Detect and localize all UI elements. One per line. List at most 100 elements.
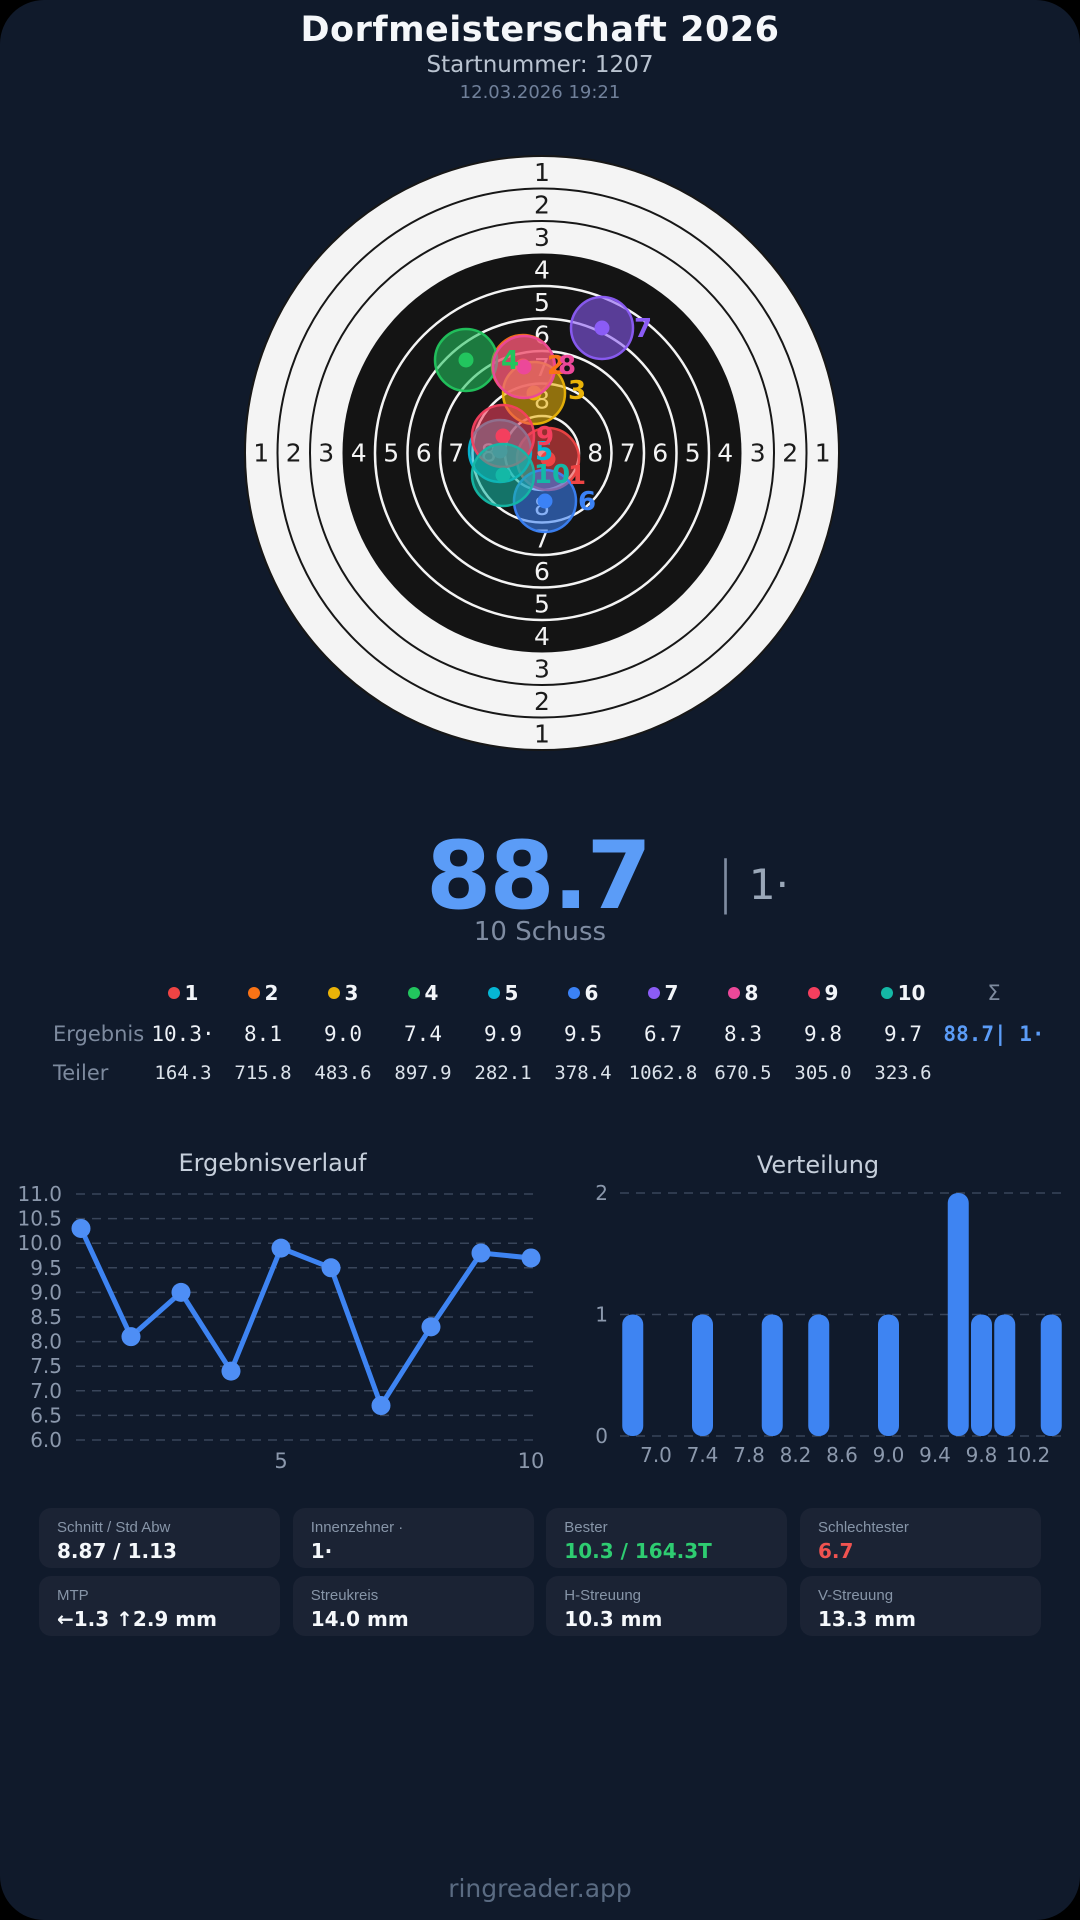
y-tick-label: 9.5 (30, 1256, 62, 1280)
stat-card-schnitt-std-abw: Schnitt / Std Abw 8.87 / 1.13 (39, 1508, 280, 1568)
teiler-value-9: 305.0 (794, 1062, 852, 1084)
histogram-title: Verteilung (756, 1151, 880, 1179)
shot-col-header-10: 10 (863, 981, 943, 1005)
result-value-7: 6.7 (644, 1022, 682, 1046)
stat-label: Schlechtester (818, 1519, 909, 1536)
result-point-1 (71, 1218, 91, 1238)
ring-number-5: 5 (534, 589, 550, 618)
shot-number: 2 (264, 981, 279, 1005)
result-point-3 (171, 1282, 191, 1302)
shot-number: 1 (184, 981, 199, 1005)
target-ring (244, 155, 840, 751)
result-point-8 (421, 1317, 441, 1337)
shot-number: 9 (824, 981, 839, 1005)
hist-bar-3 (761, 1314, 783, 1436)
shot-number: 10 (897, 981, 926, 1005)
page-title: Dorfmeisterschaft 2026 (300, 10, 780, 50)
ring-number-1: 1 (534, 719, 550, 748)
shot-dot-9 (495, 428, 511, 444)
stat-label: H-Streuung (564, 1587, 642, 1604)
hist-bar-6 (947, 1193, 969, 1436)
ring-number-5: 5 (685, 439, 701, 468)
ring-number-6: 6 (416, 439, 432, 468)
shot-col-header-5: 5 (463, 981, 543, 1005)
teiler-value-4: 897.9 (394, 1062, 452, 1084)
shot-dot-8 (516, 359, 532, 375)
hist-bar-1 (622, 1314, 644, 1436)
ring-number-2: 2 (782, 439, 798, 468)
ring-number-6: 6 (534, 557, 550, 586)
x-tick-label: 7.4 (687, 1443, 719, 1467)
x-tick-label: 10.2 (1006, 1443, 1051, 1467)
teiler-value-7: 1062.8 (628, 1062, 698, 1084)
inner-tens-group: | 1· (716, 850, 789, 916)
stat-value: 14.0 mm (310, 1607, 409, 1631)
ring-number-8: 8 (587, 439, 603, 468)
ring-number-1: 1 (253, 439, 269, 468)
result-value-5: 9.9 (484, 1022, 522, 1046)
ring-number-2: 2 (286, 439, 302, 468)
hist-bar-8 (994, 1314, 1016, 1436)
ring-number-2: 2 (534, 687, 550, 716)
start-number: Startnummer: 1207 (426, 52, 654, 78)
result-point-9 (471, 1243, 491, 1263)
result-point-7 (371, 1396, 391, 1416)
y-tick-label: 0 (595, 1424, 608, 1448)
stat-card-h-streuung: H-Streuung 10.3 mm (546, 1576, 788, 1636)
stat-value: 8.87 / 1.13 (57, 1539, 177, 1563)
shot-color-dot-6 (567, 987, 580, 999)
teiler-value-2: 715.8 (234, 1062, 292, 1084)
shot-dot-7 (594, 320, 610, 336)
result-line (78, 1225, 534, 1409)
x-tick-label: 9.4 (919, 1443, 951, 1467)
stat-label: Bester (564, 1519, 608, 1536)
target-ring (276, 187, 808, 719)
result-value-2: 8.1 (244, 1022, 282, 1046)
shot-col-header-7: 7 (623, 981, 703, 1005)
stat-label: Streukreis (310, 1587, 379, 1604)
stat-value: 13.3 mm (818, 1607, 916, 1631)
shot-label-9: 9 (536, 422, 554, 452)
shot-label-2: 2 (547, 351, 565, 381)
ring-number-3: 3 (534, 654, 550, 683)
shot-color-dot-1 (167, 987, 180, 999)
ring-number-4: 4 (351, 439, 367, 468)
ring-number-1: 1 (815, 439, 831, 468)
target-ring (406, 317, 678, 589)
y-tick-label: 7.5 (30, 1354, 62, 1378)
shot-color-dot-3 (327, 987, 340, 999)
stat-value: ←1.3 ↑2.9 mm (57, 1607, 217, 1631)
ring-number-4: 4 (717, 439, 733, 468)
shot-count: 10 Schuss (473, 917, 607, 947)
result-point-10 (521, 1248, 541, 1268)
y-tick-label: 2 (595, 1181, 608, 1205)
shot-color-dot-4 (407, 987, 420, 999)
sum-result: 88.7| 1· (943, 1022, 1045, 1046)
shot-col-header-2: 2 (223, 981, 303, 1005)
y-tick-label: 11.0 (17, 1182, 62, 1206)
teiler-value-3: 483.6 (314, 1062, 372, 1084)
result-value-1: 10.3· (151, 1022, 215, 1046)
y-tick-label: 10.5 (17, 1207, 62, 1231)
shot-dot-10 (495, 467, 511, 483)
hist-bar-5 (878, 1314, 899, 1436)
hist-bar-4 (808, 1314, 830, 1436)
shot-number: 8 (744, 981, 759, 1005)
ring-number-4: 4 (534, 622, 550, 651)
session-datetime: 12.03.2026 19:21 (459, 82, 621, 103)
result-value-6: 9.5 (564, 1022, 602, 1046)
teiler-value-1: 164.3 (154, 1062, 212, 1084)
result-row-label: Ergebnis (53, 1022, 145, 1046)
shot-label-10: 10 (534, 460, 570, 490)
shot-dot-6 (537, 493, 553, 509)
stat-card-schlechtester: Schlechtester 6.7 (800, 1508, 1041, 1568)
shot-dot-1 (540, 451, 556, 467)
x-tick-label: 7.0 (640, 1443, 672, 1467)
x-tick-label: 9.8 (966, 1443, 998, 1467)
ring-number-1: 1 (534, 158, 550, 187)
shot-color-dot-8 (727, 987, 740, 999)
shot-color-dot-10 (880, 987, 893, 999)
shot-label-6: 6 (578, 487, 596, 517)
shot-color-dot-9 (807, 987, 820, 999)
shot-col-header-8: 8 (703, 981, 783, 1005)
